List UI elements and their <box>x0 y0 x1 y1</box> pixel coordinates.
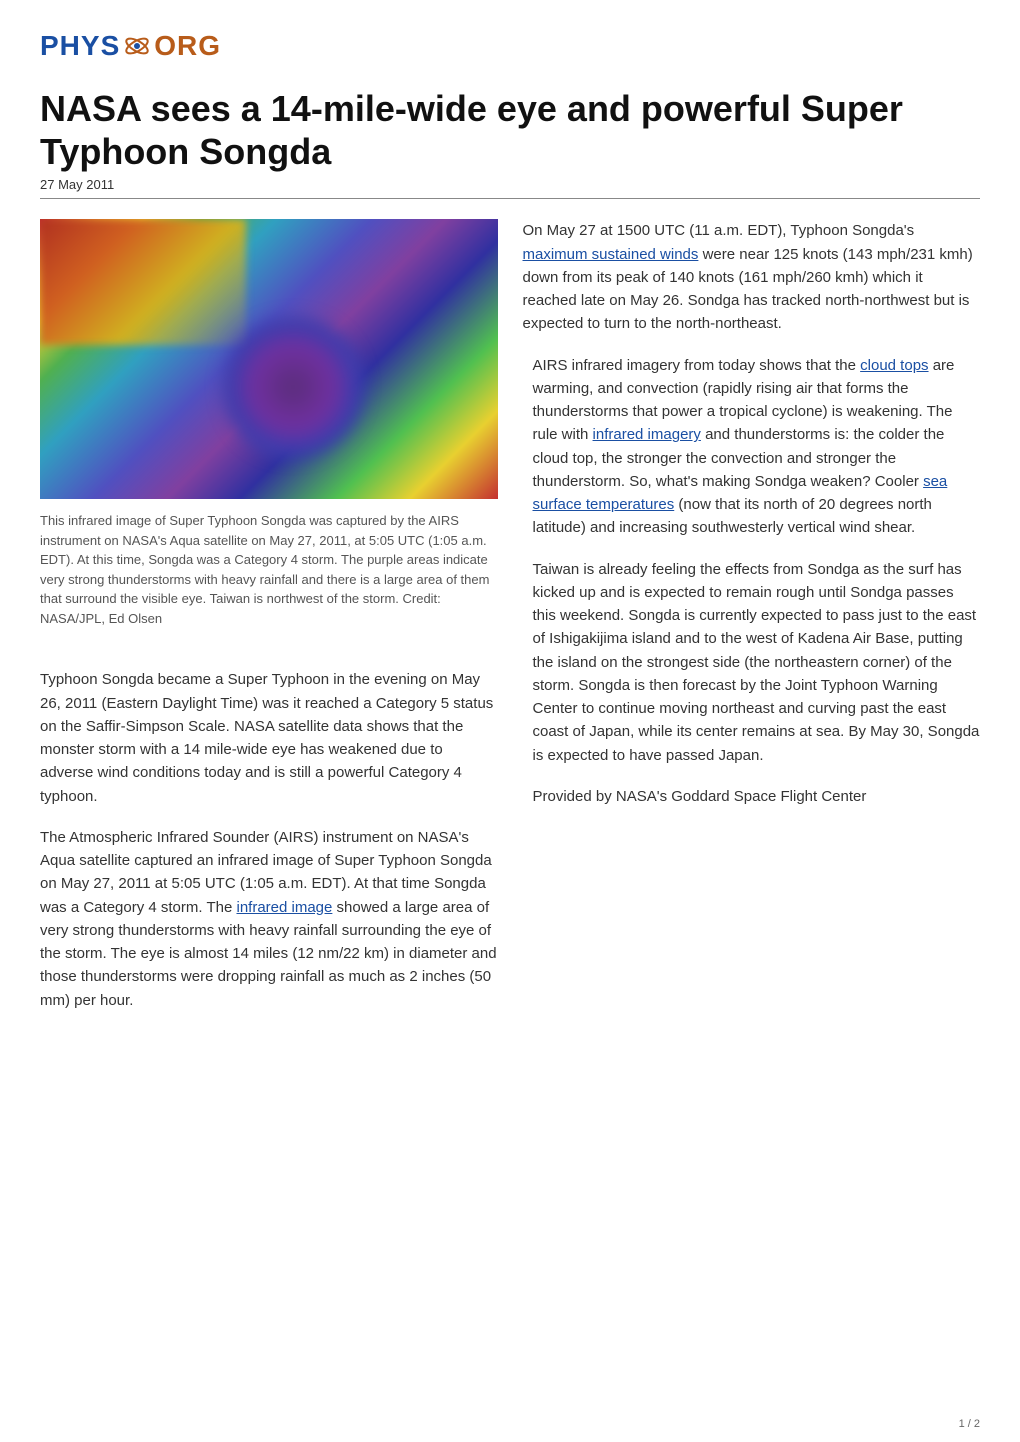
site-logo: PHYS ORG <box>40 30 980 62</box>
logo-org-text: ORG <box>154 30 221 62</box>
image-caption: This infrared image of Super Typhoon Son… <box>40 511 498 628</box>
logo-phys-text: PHYS <box>40 30 120 62</box>
title-divider <box>40 198 980 199</box>
article-date: 27 May 2011 <box>40 177 980 192</box>
max-winds-link[interactable]: maximum sustained winds <box>523 246 699 263</box>
infrared-imagery-link[interactable]: infrared imagery <box>593 426 701 443</box>
text-run: On May 27 at 1500 UTC (11 a.m. EDT), Typ… <box>523 222 915 239</box>
article-attribution: Provided by NASA's Goddard Space Flight … <box>533 785 981 808</box>
article-body-columns: This infrared image of Super Typhoon Son… <box>40 219 980 1030</box>
satellite-infrared-image <box>40 219 498 499</box>
right-column: On May 27 at 1500 UTC (11 a.m. EDT), Typ… <box>523 219 981 1030</box>
page-number: 1 / 2 <box>959 1418 980 1430</box>
body-paragraph: Typhoon Songda became a Super Typhoon in… <box>40 668 498 808</box>
infrared-image-link[interactable]: infrared image <box>236 899 332 916</box>
article-title: NASA sees a 14-mile-wide eye and powerfu… <box>40 87 980 173</box>
atom-icon <box>122 31 152 61</box>
left-column: This infrared image of Super Typhoon Son… <box>40 219 498 1030</box>
body-paragraph: On May 27 at 1500 UTC (11 a.m. EDT), Typ… <box>523 219 981 335</box>
text-run: AIRS infrared imagery from today shows t… <box>533 357 861 374</box>
body-paragraph: AIRS infrared imagery from today shows t… <box>533 354 981 540</box>
cloud-tops-link[interactable]: cloud tops <box>860 357 928 374</box>
body-paragraph: The Atmospheric Infrared Sounder (AIRS) … <box>40 826 498 1012</box>
body-paragraph: Taiwan is already feeling the effects fr… <box>533 558 981 767</box>
